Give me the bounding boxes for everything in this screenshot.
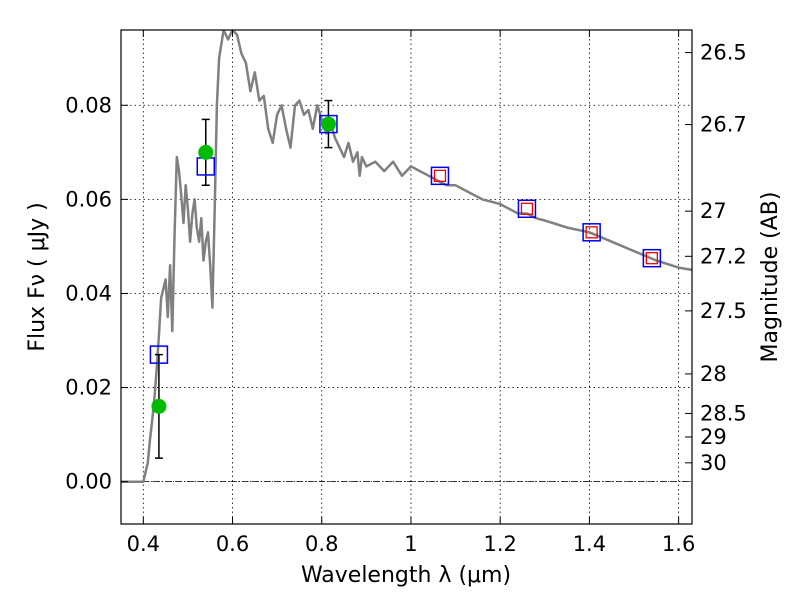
mag-tick-label: 27: [700, 199, 727, 223]
model-flux-square: [430, 166, 450, 186]
plot-data: [121, 30, 692, 483]
plot-frame: [120, 29, 693, 525]
synthetic-flux-inner-square: [433, 169, 447, 182]
synthetic-flux-inner-square: [645, 252, 659, 265]
y-axis-label: Flux Fν ( μJy ): [25, 202, 50, 351]
y2-axis-label: Magnitude (AB): [758, 192, 783, 363]
mag-tick-label: 29: [700, 425, 727, 449]
x-tick-label: 1.2: [483, 532, 516, 556]
axis-ticks: 0.4 0.6 0.8 1 1.2 1.4 1.6 0.00 0.02 0.04 0.06 0.08 2…: [65, 30, 747, 556]
model-flux-square: [149, 345, 169, 364]
y-tick-label: 0.06: [65, 187, 112, 211]
mag-tick-label: 28.5: [700, 401, 747, 425]
x-axis-label: Wavelength λ (μm): [301, 563, 511, 588]
mag-tick-label: 26.7: [700, 113, 747, 137]
model-flux-square: [582, 223, 601, 242]
plot-area: [121, 30, 692, 483]
x-tick-label: 0.6: [216, 532, 249, 556]
x-tick-label: 1: [404, 532, 417, 556]
mag-tick-label: 26.5: [700, 41, 747, 65]
mag-tick-label: 27.5: [700, 299, 747, 323]
y-tick-label: 0.00: [65, 470, 112, 494]
model-flux-square: [319, 114, 338, 134]
y-tick-label: 0.04: [65, 281, 112, 305]
grid-lines: [121, 30, 692, 524]
model-flux-square: [642, 248, 662, 268]
model-flux-square: [517, 199, 537, 219]
synthetic-flux-inner-square: [585, 226, 598, 239]
y-tick-label: 0.08: [65, 93, 112, 117]
mag-tick-label: 27.2: [700, 244, 747, 268]
sed-model-line: [121, 30, 692, 483]
observed-flux-point: [320, 116, 336, 132]
x-tick-label: 1.4: [573, 532, 606, 556]
x-tick-label: 0.4: [127, 532, 160, 556]
mag-tick-label: 30: [700, 451, 727, 475]
observed-flux-point: [151, 398, 167, 414]
synthetic-flux-inner-square: [520, 202, 534, 215]
x-tick-label: 1.6: [662, 532, 695, 556]
mag-tick-label: 28: [700, 362, 727, 386]
y-tick-label: 0.02: [65, 376, 112, 400]
x-tick-label: 0.8: [305, 532, 338, 556]
observed-flux-point: [198, 144, 214, 160]
